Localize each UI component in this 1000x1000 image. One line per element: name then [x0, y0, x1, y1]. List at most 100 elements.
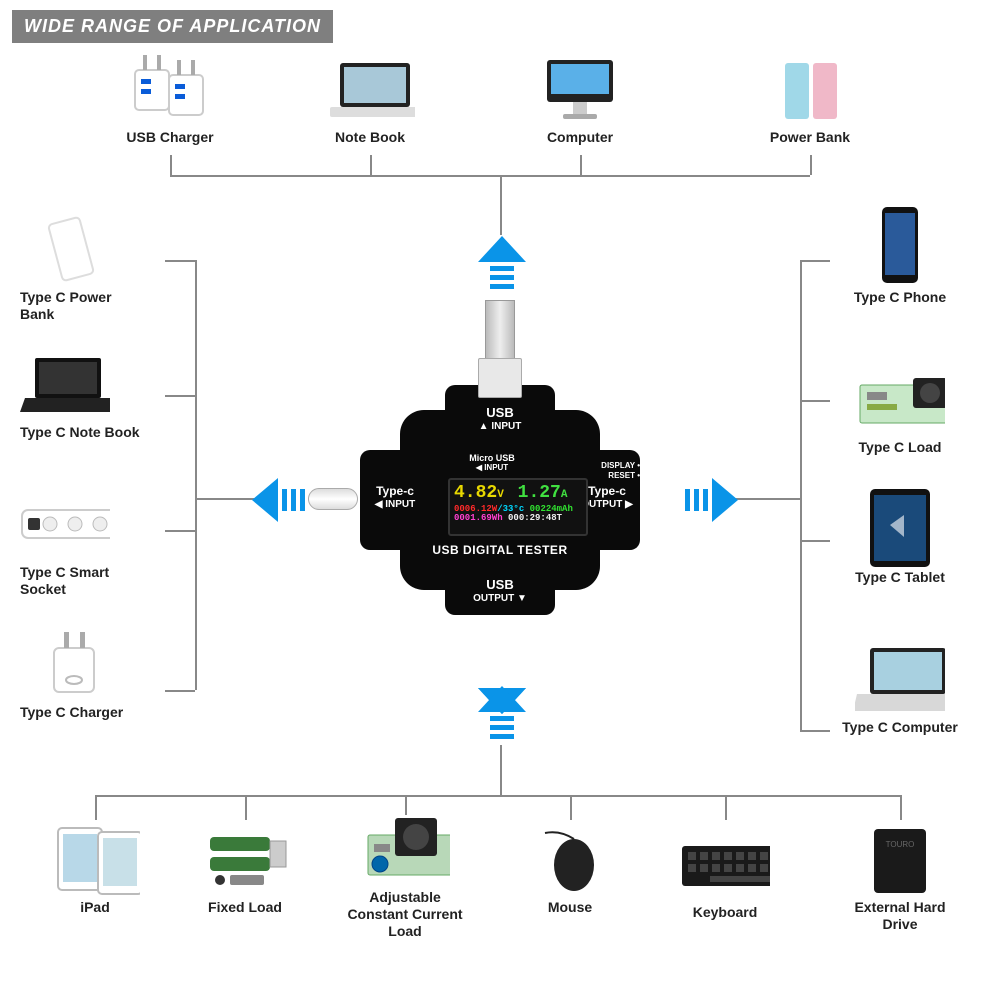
item-label: Note Book [310, 129, 430, 146]
usb-tester-device: USB ▲ INPUT Type-c ◀ INPUT Type-c OUTPUT… [330, 330, 670, 670]
phone-icon [855, 215, 945, 285]
connector-line [165, 690, 195, 692]
arrow-left-icon [252, 478, 312, 522]
connector-line [800, 540, 830, 542]
arrow-right-icon [678, 478, 738, 522]
item-label: Mouse [510, 899, 630, 916]
item-notebook: Note Book [300, 55, 440, 146]
connector-line [165, 260, 195, 262]
device-title: USB DIGITAL TESTER [430, 544, 570, 557]
connector-line [734, 498, 800, 500]
port-right-label: Type-c [580, 485, 634, 498]
item-label: Fixed Load [185, 899, 305, 916]
connector-line [165, 530, 195, 532]
lcd-current-unit: A [561, 489, 568, 501]
item-typec-phone: Type C Phone [820, 215, 980, 306]
item-label: Power Bank [750, 129, 870, 146]
item-label: iPad [35, 899, 155, 916]
lcd-current: 1.27 [518, 483, 561, 503]
lcd-voltage: 4.82 [454, 483, 497, 503]
item-label: USB Charger [110, 129, 230, 146]
item-label: External Hard Drive [840, 899, 960, 933]
item-label: Type C Power Bank [20, 289, 140, 323]
lcd-voltage-unit: V [497, 489, 504, 501]
port-top-label: USB [478, 406, 522, 420]
item-typec-charger: Type C Charger [20, 630, 170, 721]
usb-a-plug-icon [485, 300, 515, 360]
connector-line [800, 260, 830, 262]
laptop-black-icon [20, 350, 110, 420]
device-lcd: 4.82V 1.27A 0006.12W/33°c 00224mAh 0001.… [448, 478, 588, 536]
item-typec-notebook: Type C Note Book [20, 350, 170, 441]
item-label: Computer [520, 129, 640, 146]
item-label: Type C Load [840, 439, 960, 456]
item-label: Adjustable Constant Current Load [345, 889, 465, 939]
connector-line [800, 730, 830, 732]
arrow-up-bottom-icon [478, 686, 526, 746]
powerbank-pair-icon [765, 55, 855, 125]
connector-line [500, 745, 502, 795]
notebook-icon [325, 55, 415, 125]
item-typec-socket: Type C Smart Socket [20, 490, 170, 598]
connector-line [95, 795, 900, 797]
item-hdd: TOURO External Hard Drive [830, 825, 970, 933]
lcd-line3a: 0001.69Wh [454, 513, 503, 523]
powerbank-single-icon [30, 215, 120, 285]
lcd-line2b: /33°c [497, 504, 524, 514]
resistor-load-icon [200, 825, 290, 895]
connector-line [810, 155, 812, 175]
connector-line [580, 155, 582, 175]
imac-icon [535, 55, 625, 125]
connector-line [195, 498, 255, 500]
ipad-pair-icon [50, 825, 140, 895]
connector-line [800, 260, 802, 730]
charger-pair-icon [125, 55, 215, 125]
header-title: WIDE RANGE OF APPLICATION [24, 16, 321, 36]
connector-line [195, 260, 197, 690]
arrow-up-icon [478, 236, 526, 296]
item-keyboard: Keyboard [650, 830, 800, 921]
item-typec-load: Type C Load [820, 365, 980, 456]
item-label: Keyboard [665, 904, 785, 921]
adj-load-icon [360, 815, 450, 885]
typec-plug-icon [308, 488, 358, 510]
power-strip-icon [20, 490, 110, 560]
connector-line [900, 795, 902, 820]
item-adj-load: Adjustable Constant Current Load [330, 815, 480, 939]
connector-line [245, 795, 247, 820]
item-label: Type C Computer [840, 719, 960, 736]
tablet-icon [855, 495, 945, 565]
port-top-sub: ▲ INPUT [470, 421, 530, 432]
item-powerbank: Power Bank [740, 55, 880, 146]
item-label: Type C Note Book [20, 424, 140, 441]
laptop-silver-icon [855, 645, 945, 715]
item-typec-computer: Type C Computer [820, 645, 980, 736]
item-typec-powerbank: Type C Power Bank [20, 215, 170, 323]
connector-line [725, 795, 727, 820]
lcd-line3b: 000:29:48T [508, 513, 562, 523]
connector-line [170, 155, 172, 175]
micro-sub: ◀ INPUT [460, 464, 524, 473]
hdd-icon: TOURO [855, 825, 945, 895]
item-usb-charger: USB Charger [100, 55, 240, 146]
item-computer: Computer [510, 55, 650, 146]
lcd-line2a: 0006.12W [454, 504, 497, 514]
display-label: DISPLAY • [586, 462, 640, 471]
item-label: Type C Phone [840, 289, 960, 306]
port-left-sub: ◀ INPUT [366, 499, 424, 510]
connector-line [570, 795, 572, 820]
pcb-icon [855, 365, 945, 435]
charger-single-icon [30, 630, 120, 700]
connector-line [95, 795, 97, 820]
connector-line [800, 400, 830, 402]
reset-label: RESET • [586, 472, 640, 481]
port-left-label: Type-c [368, 485, 422, 498]
port-bottom-label: USB [478, 578, 522, 592]
connector-line [170, 175, 810, 177]
item-label: Type C Smart Socket [20, 564, 140, 598]
lcd-line2c: 00224mAh [530, 504, 573, 514]
usb-a-plug-body [478, 358, 522, 398]
connector-line [405, 795, 407, 815]
svg-text:TOURO: TOURO [886, 840, 915, 849]
item-mouse: Mouse [510, 825, 630, 916]
